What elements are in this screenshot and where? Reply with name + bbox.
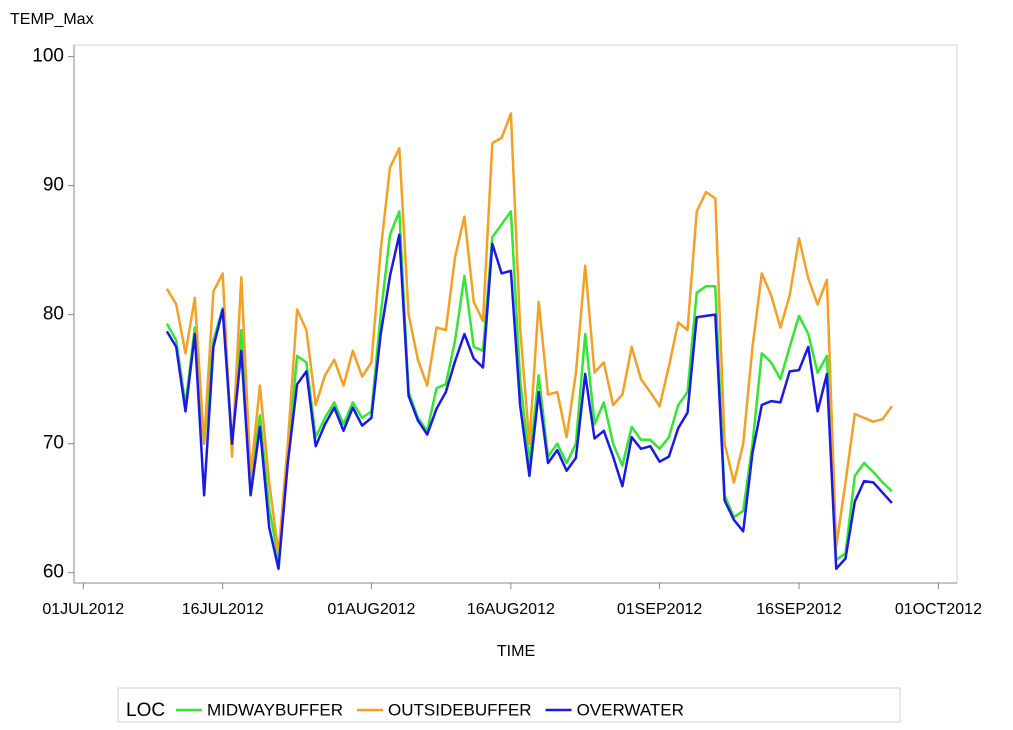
x-tick-label: 01JUL2012: [42, 601, 124, 618]
x-tick-label: 01OCT2012: [895, 601, 982, 618]
y-tick-label: 60: [43, 562, 64, 583]
x-tick-label: 16JUL2012: [182, 601, 264, 618]
series-line: [165, 233, 893, 571]
legend-label: OVERWATER: [577, 700, 684, 719]
series-line: [165, 112, 893, 555]
y-tick-label: 80: [43, 304, 64, 325]
y-tick-label: 70: [43, 433, 64, 454]
x-tick-label: 16AUG2012: [467, 601, 555, 618]
legend-label: MIDWAYBUFFER: [207, 700, 343, 719]
y-tick-label: 100: [32, 46, 64, 67]
legend-box: [117, 687, 901, 723]
x-axis-label: TIME: [497, 643, 535, 660]
legend-label: OUTSIDEBUFFER: [388, 700, 532, 719]
series-line: [165, 210, 893, 562]
y-tick-label: 90: [43, 175, 64, 196]
legend-title: LOC: [126, 700, 165, 721]
y-axis-label: TEMP_Max: [10, 11, 94, 28]
x-tick-label: 01AUG2012: [327, 601, 415, 618]
x-tick-label: 01SEP2012: [617, 601, 703, 618]
x-tick-label: 16SEP2012: [756, 601, 842, 618]
